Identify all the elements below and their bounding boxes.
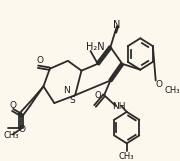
Text: H₂N: H₂N [86, 42, 104, 52]
Text: O: O [9, 100, 16, 109]
Text: CH₃: CH₃ [165, 86, 180, 95]
Text: O: O [18, 125, 25, 134]
Text: O: O [94, 91, 101, 100]
Text: S: S [69, 96, 75, 105]
Text: N: N [113, 19, 120, 29]
Text: CH₃: CH₃ [3, 131, 19, 140]
Text: CH₃: CH₃ [119, 152, 134, 161]
Text: O: O [156, 80, 163, 89]
Text: NH: NH [112, 103, 125, 112]
Text: N: N [64, 86, 70, 95]
Text: O: O [36, 56, 43, 65]
